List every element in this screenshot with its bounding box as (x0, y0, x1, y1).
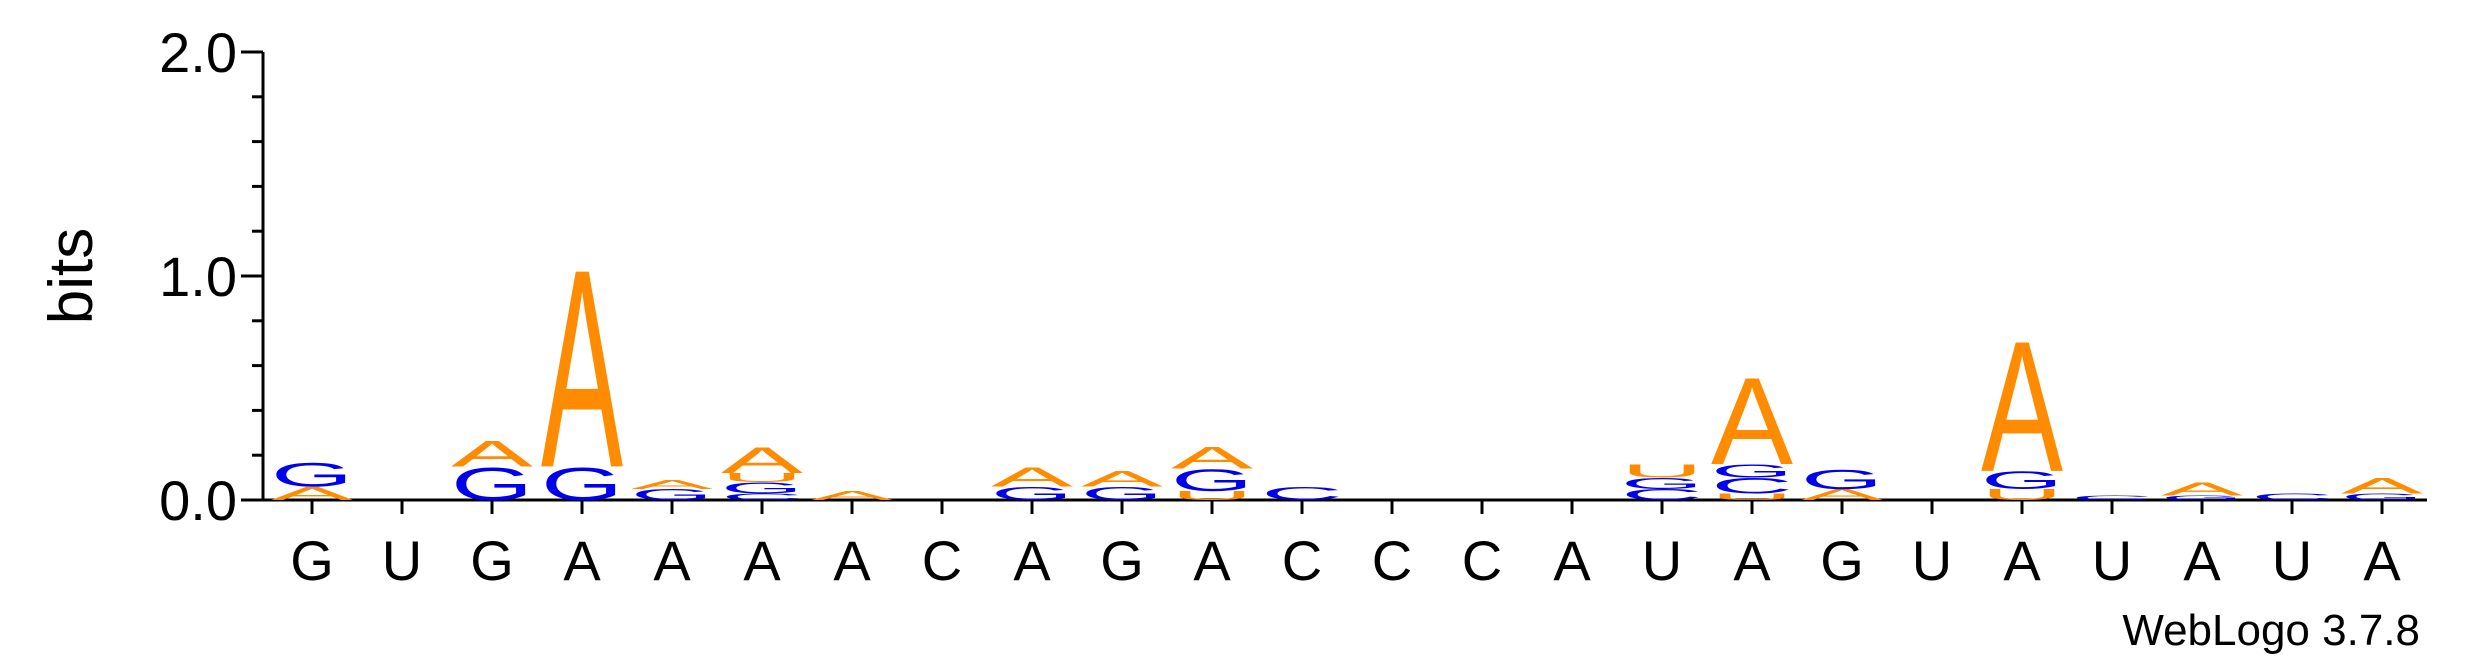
x-tick-label: A (743, 529, 781, 592)
logo-letter: G (1801, 464, 1883, 495)
logo-letter: U (1981, 486, 2063, 503)
x-tick-label: U (382, 529, 422, 592)
logo-letter: C (1711, 474, 1793, 498)
logo-letter: U (1711, 492, 1793, 502)
x-tick-label: C (1462, 529, 1502, 592)
logo-letter: U (1621, 461, 1703, 482)
x-tick-label: G (1100, 529, 1144, 592)
x-tick-label: A (2363, 529, 2401, 592)
logo-letter: G (271, 455, 353, 493)
logo-letter: A (1171, 440, 1254, 475)
logo-letter: C (1621, 486, 1703, 503)
x-tick-label: A (1553, 529, 1591, 592)
logo-letter: C (1261, 483, 1343, 504)
logo-letter: A (2341, 474, 2424, 498)
y-tick-label: 1.0 (159, 245, 237, 308)
logo-letter: U (721, 471, 803, 485)
logo-letter: A (721, 439, 804, 481)
logo-letter: A (1801, 486, 1883, 503)
logo-letter: G (1621, 475, 1703, 492)
x-tick-label: U (1912, 529, 1952, 592)
logo-letter: G (721, 479, 803, 496)
logo-letter: G (451, 458, 533, 511)
logo-letter: A (631, 478, 714, 492)
logo-letter: A (1981, 301, 2063, 510)
logo-letter: C (721, 492, 803, 502)
x-tick-label: G (1820, 529, 1864, 592)
logo-letter: A (541, 210, 623, 526)
logo-letter: C (2251, 492, 2333, 502)
x-tick-label: C (1372, 529, 1412, 592)
logo-letter: A (991, 461, 1073, 492)
logo-letter: G (2161, 494, 2243, 501)
logo-letter: G (1711, 461, 1793, 482)
x-tick-label: U (1642, 529, 1682, 592)
logo-letter: A (1711, 352, 1794, 491)
logo-letter: G (1171, 463, 1253, 498)
x-tick-label: C (1282, 529, 1322, 592)
logo-letter: G (631, 486, 713, 503)
logo-letter: G (1081, 483, 1163, 504)
logo-letter: A (271, 483, 353, 504)
logo-letter: U (1171, 489, 1253, 503)
x-tick-label: A (1013, 529, 1051, 592)
logo-letter: C (2071, 494, 2153, 501)
y-tick-label: 0.0 (159, 469, 237, 532)
logo-letter: G (991, 483, 1073, 504)
x-tick-label: A (563, 529, 601, 592)
x-tick-label: A (833, 529, 871, 592)
x-tick-label: U (2092, 529, 2132, 592)
x-tick-label: C (922, 529, 962, 592)
logo-letter: G (1981, 467, 2063, 495)
logo-letter: G (2341, 492, 2423, 502)
x-tick-label: G (470, 529, 514, 592)
x-tick-label: A (2183, 529, 2221, 592)
x-tick-label: G (290, 529, 334, 592)
x-tick-label: U (2272, 529, 2312, 592)
x-tick-label: A (653, 529, 691, 592)
x-tick-label: A (1193, 529, 1231, 592)
x-tick-label: A (1733, 529, 1771, 592)
logo-letter: A (2161, 479, 2243, 500)
logo-letter: A (451, 433, 534, 475)
footer: WebLogo 3.7.8 (2122, 606, 2420, 655)
logo-letter: A (1081, 467, 1164, 491)
y-tick-label: 2.0 (159, 21, 237, 84)
logo-letter: A (811, 489, 894, 503)
x-tick-label: A (2003, 529, 2041, 592)
logo-letter: G (541, 458, 623, 511)
y-axis-label: bits (37, 228, 106, 324)
